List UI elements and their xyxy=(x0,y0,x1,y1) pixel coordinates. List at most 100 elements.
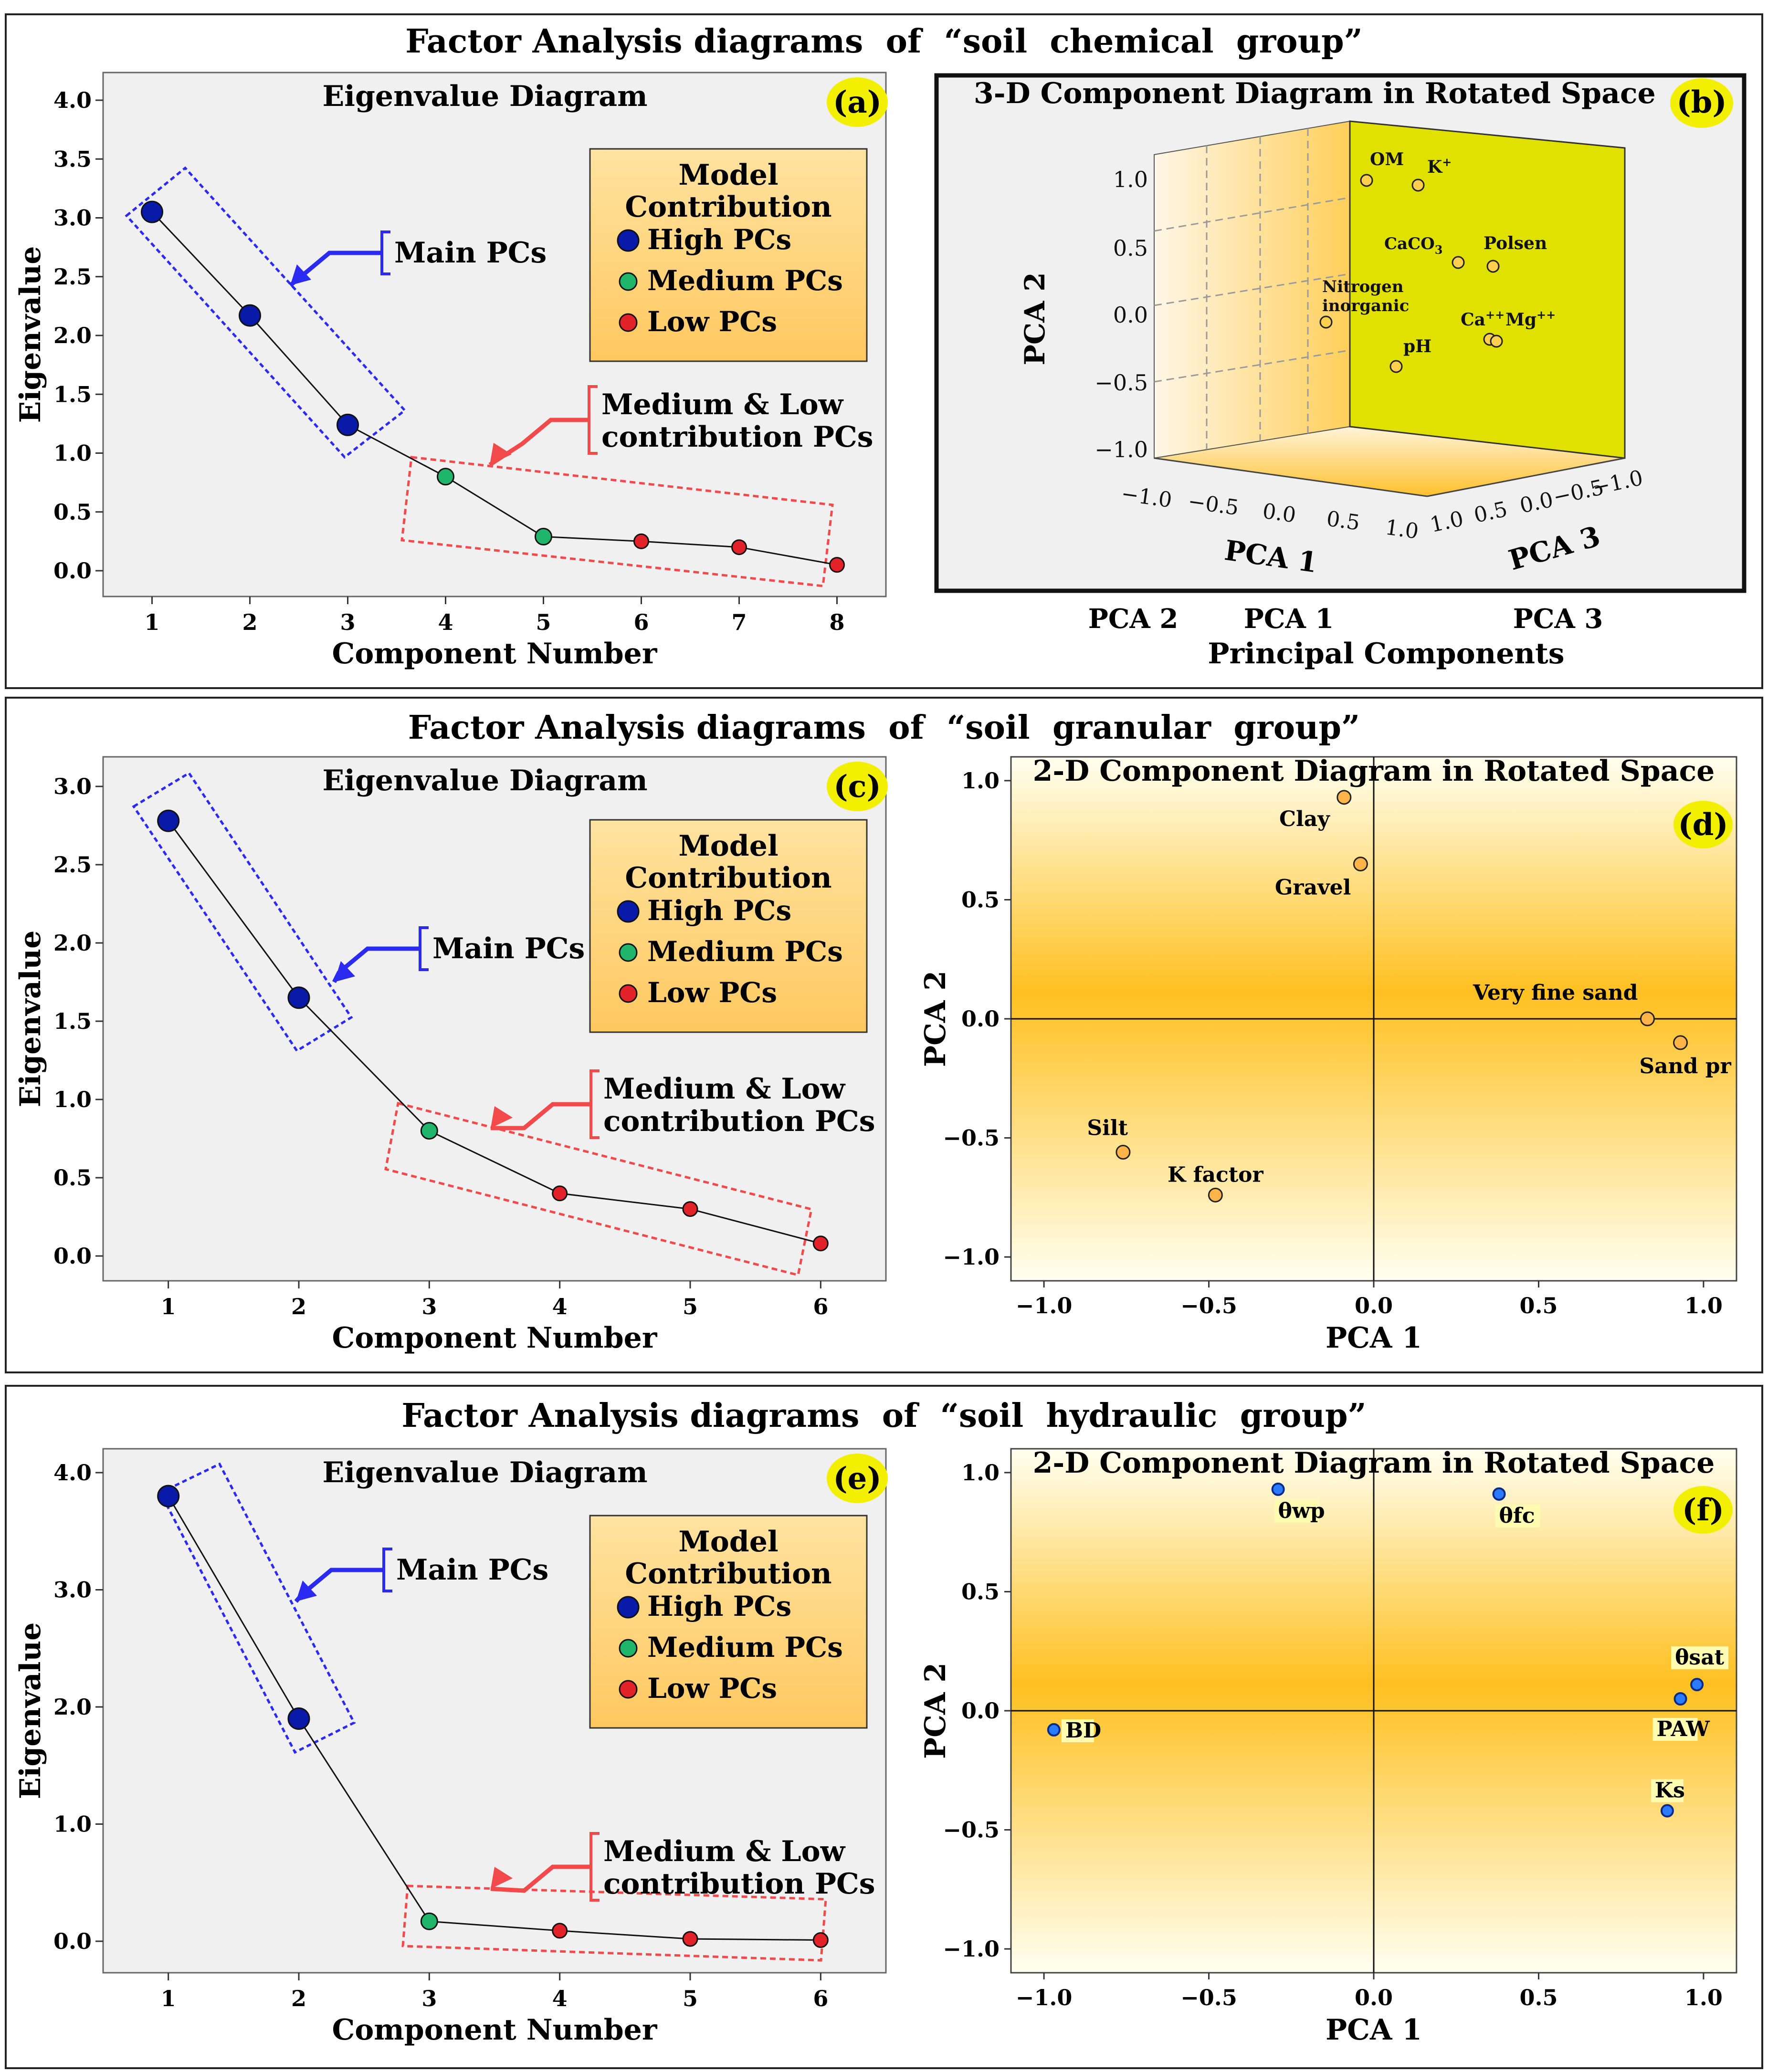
panel-c-legend-title-1: Model xyxy=(678,829,778,863)
panel-c-legend-marker-high xyxy=(617,900,640,923)
panel-a-title: Eigenvalue Diagram xyxy=(322,80,647,113)
panel-f-ylabel: PCA 2 xyxy=(919,1663,952,1759)
panel-e-point-1 xyxy=(157,1485,180,1507)
panel-d-point-label-1: Clay xyxy=(1279,807,1330,831)
panel-a-main-bracket xyxy=(380,230,390,275)
panel-c-legend-title-2: Contribution xyxy=(625,861,831,895)
panel-d-point-label-6: K factor xyxy=(1168,1162,1263,1187)
points-3d xyxy=(1319,174,1503,373)
panel-e-main-arrowhead xyxy=(296,1580,317,1601)
panel-e-ytick-label: 1.0 xyxy=(53,1811,92,1837)
panel-f-ytick-label: −0.5 xyxy=(943,1817,1000,1843)
panel-e-legend-marker-low xyxy=(619,1680,638,1699)
panel-c-ytick-label: 2.5 xyxy=(53,852,92,878)
panel-a-ytick-label: 0.0 xyxy=(53,558,92,584)
cube-edge-front xyxy=(1154,457,1428,497)
panel-a-point-2 xyxy=(239,304,261,327)
panel-f-xtick-label: 1.0 xyxy=(1684,1985,1723,2010)
cube-left-wall xyxy=(1154,120,1350,459)
panel-e-ytick-label: 2.0 xyxy=(53,1694,92,1720)
panel-c-point-5 xyxy=(682,1201,698,1217)
panel-e-xtick-label: 2 xyxy=(291,1986,306,2011)
panel-e-legend-title-1: Model xyxy=(678,1525,778,1559)
panel-d-point-label-5: Silt xyxy=(1087,1116,1128,1140)
panel-a-ytick-label: 4.0 xyxy=(53,87,92,113)
panel-f-point-6 xyxy=(1047,1723,1061,1737)
label-3d-ca-text: Ca xyxy=(1461,310,1485,330)
panel-f-ytick-label: 0.0 xyxy=(961,1698,1000,1724)
group-title-hydraulic: Factor Analysis diagrams of “soil hydrau… xyxy=(401,1397,1366,1435)
panel-c-ytick-label: 3.0 xyxy=(53,774,92,799)
panel-a-ytick-label: 1.5 xyxy=(53,381,92,407)
point-3d-k xyxy=(1411,178,1425,192)
panel-f-xtick-label: 0.5 xyxy=(1519,1985,1558,2010)
panel-a-ml-arrowhead xyxy=(490,443,512,465)
panel-a-point-8 xyxy=(829,557,845,573)
panel-f-point-label-5: Ks xyxy=(1655,1779,1685,1803)
panel-b-ylabel: PCA 2 xyxy=(1019,272,1051,365)
panel-e-ml-arrowhead xyxy=(491,1867,513,1889)
panel-c-point-3 xyxy=(420,1122,438,1140)
panel-f-title: 2-D Component Diagram in Rotated Space xyxy=(1033,1446,1715,1480)
panel-e-xtick-label: 3 xyxy=(421,1986,437,2011)
panel-c-point-6 xyxy=(812,1235,829,1252)
panel-d-point-3 xyxy=(1640,1011,1655,1026)
panel-a-point-1 xyxy=(141,200,163,223)
panel-d-xtick-label: 0.5 xyxy=(1519,1293,1558,1319)
panel-a-legend-marker-high xyxy=(617,229,640,252)
panel-a-main-box xyxy=(125,166,407,459)
panel-a-xlabel: Component Number xyxy=(332,637,658,670)
panel-c-ml-bracket xyxy=(589,1069,600,1139)
panel-c-xtick-label: 4 xyxy=(552,1294,568,1319)
panel-c-badge-bg xyxy=(827,762,888,811)
point-3d-om xyxy=(1360,174,1373,187)
panel-d-badge-bg xyxy=(1673,801,1733,848)
panel-d-point-label-4: Sand pr xyxy=(1639,1054,1731,1078)
panel-f-label-bg-5 xyxy=(1651,1779,1684,1802)
panel-a-legend-label-low: Low PCs xyxy=(647,305,777,338)
panel-c-ml-arrowhead xyxy=(491,1106,513,1128)
panel-d-title: 2-D Component Diagram in Rotated Space xyxy=(1033,754,1715,788)
panel-e-series-line xyxy=(168,1496,821,1941)
panel-a-ytick-label: 3.0 xyxy=(53,205,92,231)
panel-f-label-bg-1 xyxy=(1274,1499,1319,1523)
panel-c-title: Eigenvalue Diagram xyxy=(322,764,647,797)
panel-e-main-box xyxy=(158,1462,356,1754)
panel-a-badge-label: (a) xyxy=(833,84,882,120)
panel-e-point-2 xyxy=(287,1707,310,1730)
panel-a-legend-title-1: Model xyxy=(678,158,778,192)
label-3d-ca-sup: ++ xyxy=(1485,308,1505,322)
panel-a-ytick-label: 2.5 xyxy=(53,264,92,290)
label-3d-ph: pH xyxy=(1403,336,1431,356)
panel-a-ml-label-2: contribution PCs xyxy=(601,420,873,454)
group-title-chemical: Factor Analysis diagrams of “soil chemic… xyxy=(405,22,1363,61)
panel-d-xlabel: PCA 1 xyxy=(1326,1321,1422,1355)
point-3d-ph xyxy=(1389,360,1403,373)
panel-e-main-bracket xyxy=(382,1548,392,1592)
panel-f-point-4 xyxy=(1673,1692,1687,1706)
panel-d-point-1 xyxy=(1337,790,1352,805)
panel-a-xtick-label: 1 xyxy=(144,609,159,635)
panel-a-xtick-label: 3 xyxy=(340,609,355,635)
panel-a-point-6 xyxy=(633,533,649,549)
panel-c-legend-label-high: High PCs xyxy=(647,894,791,927)
panel-d-point-label-2: Gravel xyxy=(1275,876,1351,900)
panel-f-point-label-6: BD xyxy=(1065,1718,1101,1743)
panel-a-ytick-label: 3.5 xyxy=(53,146,92,172)
point-3d-caco3 xyxy=(1452,256,1465,269)
panel-c-series-line xyxy=(168,820,821,1245)
panel-b-badge-bg xyxy=(1670,78,1733,128)
panel-e-legend-label-medium: Medium PCs xyxy=(647,1631,843,1664)
tick-3d-y-2: 0.5 xyxy=(1113,235,1148,261)
panel-a-badge-bg xyxy=(827,77,888,127)
panel-e-mediumlow-box xyxy=(401,1884,827,1962)
label-3d-nitrogen: Nitrogen xyxy=(1322,277,1403,296)
point-3d-nitrogen xyxy=(1319,315,1333,329)
panel-d-ytick-label: −1.0 xyxy=(943,1244,1000,1270)
panel-e-point-4 xyxy=(552,1923,568,1939)
label-3d-caco3: CaCO3 xyxy=(1384,234,1442,257)
panel-e-ml-label-1: Medium & Low xyxy=(603,1835,846,1868)
panel-f-point-label-2: θfc xyxy=(1499,1504,1535,1528)
panel-c-xtick-label: 5 xyxy=(683,1294,698,1319)
panel-f-ytick-label: 1.0 xyxy=(961,1460,1000,1486)
